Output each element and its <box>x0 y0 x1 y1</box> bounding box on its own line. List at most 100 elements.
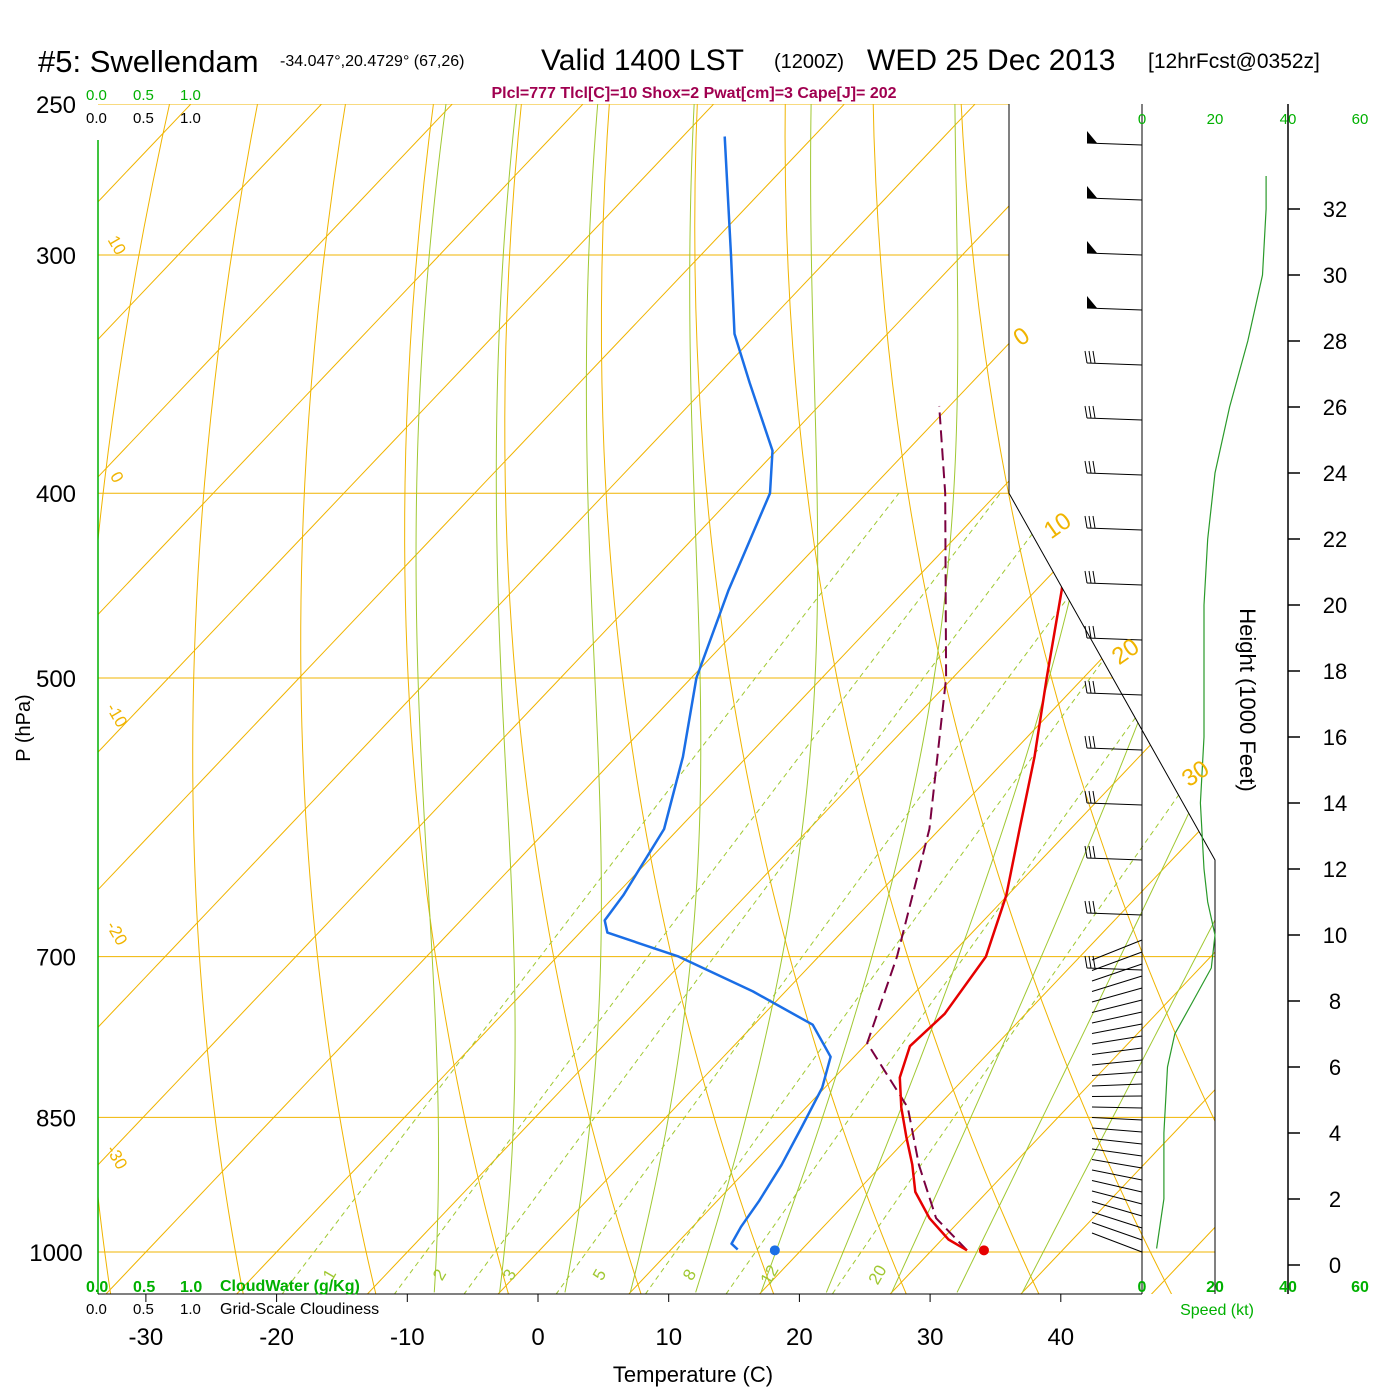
height-axis-title: Height (1000 Feet) <box>1235 608 1260 791</box>
isotherm-line <box>889 951 1215 1294</box>
low-level-wind-barb <box>1091 1035 1143 1045</box>
temperature-tick-label: 30 <box>917 1324 944 1351</box>
height-tick-label: 0 <box>1329 1253 1341 1278</box>
wind-barb-feather <box>1088 405 1092 419</box>
wind-barb-feather <box>1092 405 1096 419</box>
moist-adiabat-line <box>415 104 447 1293</box>
isotherm-line <box>105 125 1215 1294</box>
dewpoint-trace <box>603 136 832 1251</box>
wind-barb-feather <box>1092 735 1096 749</box>
pressure-tick-label: 1000 <box>29 1240 82 1267</box>
wind-barb-feather <box>1088 845 1092 859</box>
cloudiness-label: Grid-Scale Cloudiness <box>220 1301 379 1318</box>
speed-bottom-tick-40: 40 <box>1279 1279 1297 1296</box>
height-tick-label: 8 <box>1329 989 1341 1014</box>
height-tick-label: 10 <box>1323 923 1347 948</box>
top-cloudwater-tick-2: 1.0 <box>180 87 201 104</box>
low-level-wind-barb <box>1091 1106 1143 1109</box>
wind-barb-feather <box>1088 900 1092 914</box>
wind-barb-feather <box>1084 515 1088 529</box>
temperature-tick-label: -10 <box>390 1324 425 1351</box>
moist-adiabat-line <box>629 104 702 1293</box>
valid-time: Valid 1400 LST <box>541 44 744 77</box>
wind-barb <box>1086 417 1143 421</box>
low-level-wind-barb <box>1091 1095 1143 1097</box>
bottom-cloudwater-tick-2: 1.0 <box>180 1279 202 1296</box>
temperature-tick-label: 20 <box>786 1324 813 1351</box>
wind-barb <box>1086 747 1143 751</box>
height-tick-label: 30 <box>1323 263 1347 288</box>
height-tick-label: 22 <box>1323 527 1347 552</box>
low-level-wind-barb <box>1091 1138 1143 1145</box>
low-level-wind-barb <box>1091 1071 1143 1076</box>
wind-barb-feather <box>1084 405 1088 419</box>
temperature-tick-label: 10 <box>655 1324 682 1351</box>
low-level-wind-barb <box>1091 963 1143 982</box>
upper-right-mask <box>1009 104 1215 860</box>
isotherm-line <box>98 104 846 891</box>
dry-adiabat-line <box>784 104 1040 1294</box>
surface-dewpoint-dot <box>769 1245 780 1256</box>
wind-barb-feather <box>1084 680 1088 694</box>
isotherm-line <box>98 104 584 616</box>
isotherm-line <box>98 104 453 478</box>
height-tick-label: 4 <box>1329 1121 1341 1146</box>
dry-adiabat-line <box>504 104 642 1294</box>
speed-bottom-tick-0: 0 <box>1138 1279 1147 1296</box>
dry-adiabat-line <box>600 104 775 1294</box>
dry-adiabat-line <box>872 104 1173 1294</box>
wind-barb <box>1086 472 1143 476</box>
isotherm-line <box>497 538 1215 1294</box>
speed-top-tick-20: 20 <box>1207 111 1224 128</box>
wind-barb <box>1086 252 1143 256</box>
wind-barb-feather <box>1088 570 1092 584</box>
wind-barb-feather <box>1088 350 1092 364</box>
sounding-parameters: Plcl=777 Tlcl[C]=10 Shox=2 Pwat[cm]=3 Ca… <box>491 85 896 102</box>
moist-adiabat-line <box>495 104 517 1293</box>
low-level-wind-barb <box>1091 999 1143 1013</box>
wind-barb <box>1086 142 1143 146</box>
pressure-tick-label: 400 <box>36 481 76 508</box>
pressure-tick-label: 700 <box>36 945 76 972</box>
mixing-ratio-line <box>831 742 1215 1294</box>
wind-barb-feather <box>1088 680 1092 694</box>
wind-barb <box>1086 637 1143 641</box>
pressure-tick-label: 250 <box>36 92 76 119</box>
bottom-cloudiness-tick-2: 1.0 <box>180 1301 201 1318</box>
moist-adiabat-line <box>956 756 1215 1293</box>
wind-speed-trace <box>1156 176 1267 1249</box>
height-tick-label: 2 <box>1329 1187 1341 1212</box>
mixing-ratio-line <box>644 507 1215 1294</box>
top-cloudiness-tick-2: 1.0 <box>180 110 201 127</box>
isotherm-line <box>98 104 1107 1166</box>
wind-barb <box>1086 912 1143 916</box>
height-tick-label: 32 <box>1323 197 1347 222</box>
dry-adiabat-line <box>694 104 907 1294</box>
pressure-tick-label: 500 <box>36 666 76 693</box>
temperature-tick-label: -20 <box>259 1324 294 1351</box>
frame-layer <box>97 104 1289 1295</box>
isotherm-line <box>98 104 715 753</box>
speed-top-tick-0: 0 <box>1138 111 1146 128</box>
temperature-tick-label: -30 <box>129 1324 164 1351</box>
low-level-wind-barb <box>1091 939 1143 961</box>
dry-adiabat-line <box>960 104 1215 1123</box>
wind-barb-feather <box>1084 955 1088 969</box>
dry-adiabat-line <box>300 104 377 1294</box>
wind-barb-feather <box>1092 625 1096 639</box>
wind-barb-feather <box>1092 790 1096 804</box>
wind-barb <box>1086 692 1143 696</box>
wind-barb <box>1086 527 1143 531</box>
temperature-tick-label: 0 <box>531 1324 544 1351</box>
moist-adiabat-line <box>760 104 959 1293</box>
wind-barb-feather <box>1084 845 1088 859</box>
speed-bottom-tick-20: 20 <box>1206 1279 1224 1296</box>
pressure-tick-label: 850 <box>36 1105 76 1132</box>
bottom-cloudwater-tick-1: 0.5 <box>133 1279 155 1296</box>
wind-barb-feather <box>1092 460 1096 474</box>
low-level-wind-barb <box>1091 1127 1143 1133</box>
mixing-ratio-line <box>281 492 900 1294</box>
wind-barb-feather <box>1084 460 1088 474</box>
low-level-wind-barb <box>1091 1201 1143 1217</box>
wind-barb-feather <box>1088 955 1092 969</box>
